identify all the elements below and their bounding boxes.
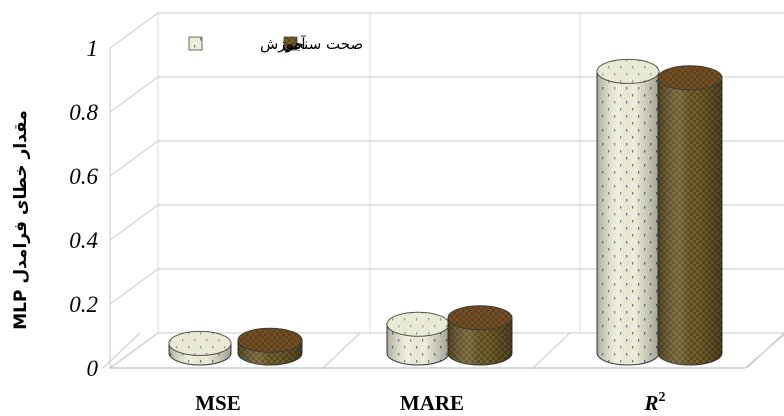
legend-swatch-training xyxy=(188,36,203,51)
legend-label-training: آموزش xyxy=(260,35,306,53)
bar-top-shade xyxy=(597,59,659,84)
bars xyxy=(168,58,723,366)
y-tick-label: 0.8 xyxy=(69,100,98,125)
bar-mare-series-0 xyxy=(386,311,450,366)
bar-shading xyxy=(658,77,722,366)
floor-divider xyxy=(746,332,784,369)
bar-r2-series-1 xyxy=(657,65,723,366)
bar-shading xyxy=(597,71,659,366)
bar-top xyxy=(596,58,660,84)
legend: صحت سنجی آموزش xyxy=(188,35,363,53)
gridline-side xyxy=(109,140,159,177)
floor-divider xyxy=(532,332,571,369)
bar-top-shade xyxy=(238,328,302,353)
bar-top xyxy=(447,305,513,331)
y-tick-labels: 0 0.2 0.4 0.6 0.8 1 xyxy=(69,36,98,381)
bar-mse-series-0 xyxy=(168,330,232,366)
y-tick-label: 0 xyxy=(87,356,99,381)
bar-mare-series-1 xyxy=(447,305,513,366)
legend-label-validation: صحت سنجی xyxy=(282,35,363,53)
bar-top xyxy=(657,65,723,91)
bar-shading xyxy=(448,317,512,365)
x-tick-labels: MSE MARE R2 xyxy=(195,390,665,415)
bar-r2-series-0 xyxy=(596,58,660,366)
gridline-side xyxy=(109,268,159,305)
y-tick-label: 1 xyxy=(87,36,99,61)
gridline-side xyxy=(109,332,159,369)
x-tick-label: MARE xyxy=(400,391,464,415)
bar-mse-series-1 xyxy=(237,327,303,366)
x-tick-label: MSE xyxy=(195,391,241,415)
gridline-side xyxy=(109,204,159,241)
floor-divider xyxy=(322,332,361,369)
y-axis-label: مقدار خطای فرامدل MLP xyxy=(11,110,31,330)
y-tick-label: 0.6 xyxy=(69,164,98,189)
x-tick-label: R2 xyxy=(643,390,665,415)
legend-swatch-validation xyxy=(283,36,298,51)
bar-top-shade xyxy=(658,65,722,90)
y-tick-label: 0.4 xyxy=(69,228,98,253)
bar-top xyxy=(168,330,232,356)
bar-top-shade xyxy=(387,312,449,337)
bar-top-shade xyxy=(169,331,231,356)
gridline-side xyxy=(109,12,159,49)
y-tick-label: 0.2 xyxy=(69,292,98,317)
bar-top xyxy=(237,327,303,353)
bar-top-shade xyxy=(448,305,512,330)
floor-divider xyxy=(102,332,141,369)
gridline-side xyxy=(109,76,159,113)
